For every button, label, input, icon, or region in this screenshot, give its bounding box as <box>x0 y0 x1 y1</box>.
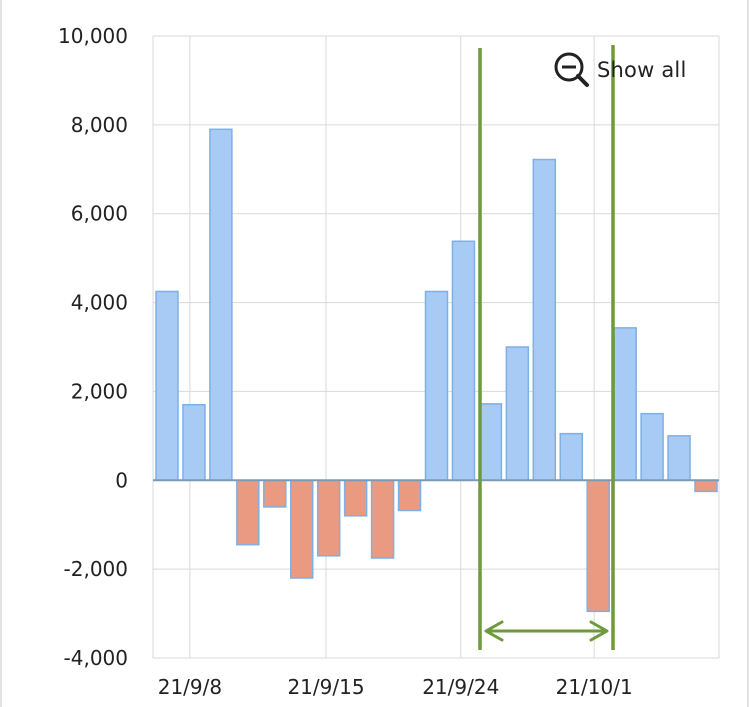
x-tick-label: 21/9/8 <box>158 675 222 699</box>
bar <box>182 404 206 482</box>
range-selection[interactable] <box>478 45 615 650</box>
y-tick-label: 0 <box>115 468 128 492</box>
y-tick-label: 10,000 <box>58 24 128 48</box>
y-tick-label: 4,000 <box>71 291 128 315</box>
bar <box>478 403 503 482</box>
y-tick-label: -4,000 <box>64 646 128 670</box>
bar <box>559 432 583 482</box>
bar <box>263 479 287 508</box>
bars <box>155 128 718 613</box>
bar <box>424 290 449 482</box>
bar <box>343 479 368 517</box>
y-tick-label: 8,000 <box>71 113 128 137</box>
bar <box>667 435 691 482</box>
bar <box>397 479 422 512</box>
y-tick-label: -2,000 <box>64 557 128 581</box>
bar <box>532 158 557 482</box>
x-tick-label: 21/10/1 <box>556 675 633 699</box>
show-all-button[interactable]: Show all <box>553 52 686 88</box>
zoom-out-icon <box>554 52 589 87</box>
x-tick-label: 21/9/15 <box>287 675 364 699</box>
bar <box>694 479 718 493</box>
bar <box>209 128 233 482</box>
y-axis-labels: -4,000 -2,000 0 2,000 4,000 6,000 8,000 10,000 <box>58 24 128 670</box>
selection-arrow-right <box>589 620 609 642</box>
bar <box>316 479 341 557</box>
bar <box>155 290 179 482</box>
right-border <box>747 0 749 707</box>
show-all-label: Show all <box>597 58 687 82</box>
bar <box>236 479 260 546</box>
bar <box>290 479 314 579</box>
bar <box>505 346 530 482</box>
y-tick-label: 2,000 <box>71 379 128 403</box>
bar <box>613 327 637 482</box>
selection-arrow-left <box>484 620 504 642</box>
x-tick-label: 21/9/24 <box>422 675 499 699</box>
left-border <box>0 0 2 707</box>
bar <box>370 479 395 559</box>
bar <box>586 479 610 613</box>
bar <box>640 412 664 482</box>
x-axis-labels: 21/9/8 21/9/15 21/9/24 21/10/1 <box>158 675 633 699</box>
y-tick-label: 6,000 <box>71 202 128 226</box>
bar <box>451 240 476 482</box>
